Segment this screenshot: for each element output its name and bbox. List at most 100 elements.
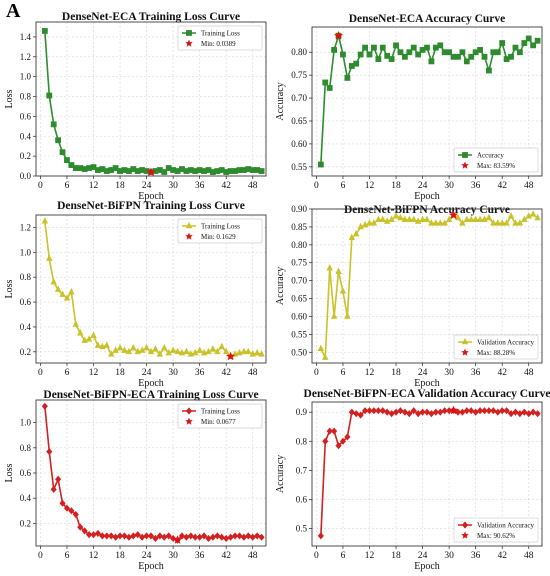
series-line <box>320 409 538 536</box>
data-point <box>41 217 49 224</box>
data-point <box>218 342 225 350</box>
data-point <box>516 410 523 418</box>
y-tick-label: 0.5 <box>296 524 308 534</box>
data-point <box>240 347 248 355</box>
data-point <box>187 350 195 357</box>
x-tick-label: 48 <box>248 368 258 378</box>
legend-series-label: Validation Accuracy <box>477 522 534 530</box>
data-point <box>366 51 373 58</box>
y-tick-label: 0.60 <box>291 139 307 149</box>
data-point <box>134 347 141 355</box>
data-point <box>322 437 329 445</box>
data-point <box>344 74 351 81</box>
data-point <box>156 532 163 540</box>
data-point <box>401 53 408 60</box>
y-tick-label: 0.8 <box>296 436 308 446</box>
data-point <box>317 344 325 351</box>
data-point <box>476 215 484 223</box>
legend: Validation Accuracy Max: 90.62% <box>453 517 539 543</box>
data-point <box>406 215 413 223</box>
x-tick-label: 36 <box>195 368 205 378</box>
data-point <box>437 219 444 226</box>
data-point <box>423 215 431 223</box>
plot-frame <box>35 214 267 364</box>
x-tick-label: 12 <box>365 368 375 378</box>
data-point <box>516 49 523 56</box>
data-point <box>357 411 364 419</box>
y-tick-label: 1.0 <box>20 247 32 257</box>
data-point <box>485 407 492 415</box>
data-point <box>254 532 261 540</box>
data-point <box>72 320 80 327</box>
data-point <box>384 408 391 416</box>
data-point <box>490 219 497 226</box>
data-point <box>169 346 177 353</box>
data-point <box>525 212 532 219</box>
data-point <box>130 343 137 351</box>
legend-star <box>185 232 193 240</box>
legend-highlight-label: Max: 83.59% <box>477 162 515 170</box>
data-point <box>183 347 190 355</box>
legend-box <box>453 334 539 360</box>
y-tick-label: 0.75 <box>291 70 307 80</box>
legend-star <box>185 417 193 425</box>
data-point <box>170 534 177 543</box>
x-tick-label: 18 <box>391 181 401 191</box>
data-point <box>161 343 168 351</box>
x-tick-label: 12 <box>89 368 99 378</box>
data-point <box>468 53 475 60</box>
data-point <box>353 410 360 418</box>
data-point <box>245 347 252 355</box>
data-point <box>218 533 225 541</box>
min-star <box>146 167 156 177</box>
data-point <box>362 44 368 51</box>
data-point <box>463 215 471 223</box>
y-tick-label: 1.2 <box>20 222 31 232</box>
legend-series-label: Accuracy <box>477 152 504 160</box>
y-tick-label: 0.8 <box>20 443 32 453</box>
x-tick-label: 18 <box>115 551 125 561</box>
x-tick-label: 18 <box>115 368 125 378</box>
data-point <box>90 331 97 338</box>
data-point <box>258 168 265 174</box>
data-point <box>68 162 75 168</box>
data-point <box>410 44 417 51</box>
data-point <box>481 407 488 415</box>
data-point <box>103 532 110 540</box>
legend-highlight-label: Min: 0.0389 <box>201 40 236 48</box>
data-point <box>459 408 466 416</box>
data-point <box>419 408 426 416</box>
x-tick-label: 6 <box>341 368 346 378</box>
data-point <box>419 215 426 223</box>
data-point <box>375 56 382 62</box>
x-tick-label: 0 <box>38 368 43 378</box>
data-point <box>353 60 360 67</box>
x-tick-label: 24 <box>418 368 428 378</box>
data-point <box>437 42 444 49</box>
x-tick-label: 30 <box>168 181 178 191</box>
data-point <box>454 408 462 416</box>
x-tick-label: 42 <box>497 368 507 378</box>
data-point <box>81 527 88 535</box>
x-tick-label: 42 <box>497 551 507 561</box>
data-point <box>529 210 537 217</box>
data-point <box>428 219 435 226</box>
legend-series-label: Validation Accuracy <box>477 339 534 347</box>
data-point <box>437 408 444 416</box>
data-point <box>512 44 519 51</box>
plot-frame <box>311 26 543 177</box>
data-point <box>103 341 110 348</box>
data-point <box>415 410 422 418</box>
legend-box <box>177 218 263 244</box>
data-point <box>231 532 239 540</box>
legend: Training Loss Min: 0.0677 <box>177 403 263 429</box>
data-point <box>112 533 119 541</box>
data-point <box>46 254 53 261</box>
y-tick-label: 0.6 <box>20 468 32 478</box>
data-point <box>485 213 493 221</box>
x-tick-label: 48 <box>524 181 534 191</box>
x-tick-label: 42 <box>221 551 231 561</box>
data-point <box>121 532 128 540</box>
x-tick-label: 12 <box>89 551 99 561</box>
legend-marker <box>185 221 193 229</box>
